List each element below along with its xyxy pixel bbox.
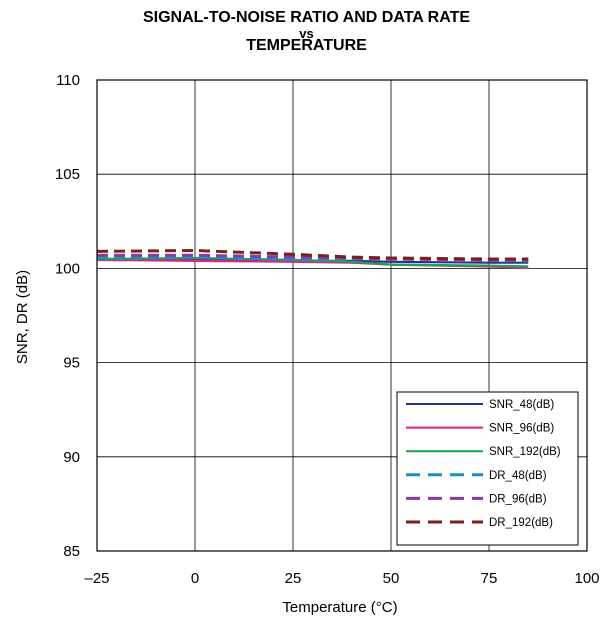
legend-label: SNR_48(dB) — [489, 399, 554, 411]
x-tick-label: 0 — [191, 570, 199, 587]
legend-label: DR_192(dB) — [489, 517, 553, 529]
chart-title-line-2: vs — [299, 26, 314, 41]
x-tick-label: 25 — [285, 570, 302, 587]
legend-label: DR_96(dB) — [489, 493, 547, 505]
series-line — [96, 256, 529, 268]
legend-box — [396, 391, 579, 546]
plot-area-frame — [96, 79, 588, 552]
y-axis-label: SNR, DR (dB) — [14, 270, 31, 364]
y-tick-label: 110 — [56, 72, 80, 89]
y-tick-labels: 85 90 95 100 105 110 — [55, 72, 80, 560]
x-tick-label: –25 — [84, 570, 109, 587]
chart-title-line-1: SIGNAL-TO-NOISE RATIO AND DATA RATE — [142, 9, 471, 26]
series-line — [96, 249, 529, 261]
x-tick-labels: –25 0 25 50 75 100 — [84, 570, 599, 587]
legend: SNR_48(dB) SNR_96(dB) SNR_192(dB) DR_48(dB)… — [396, 391, 579, 546]
x-tick-label: 75 — [481, 570, 498, 587]
x-tick-label: 100 — [574, 570, 599, 587]
x-axis-label: Temperature (°C) — [282, 599, 397, 616]
x-tick-label: 50 — [383, 570, 400, 587]
y-tick-label: 85 — [63, 543, 80, 560]
legend-label: SNR_96(dB) — [489, 423, 554, 435]
y-tick-label: 90 — [63, 449, 80, 466]
chart-title-line-3: TEMPERATURE — [246, 37, 367, 54]
y-tick-label: 105 — [55, 166, 80, 183]
y-tick-label: 95 — [63, 355, 80, 372]
y-tick-label: 100 — [55, 260, 80, 277]
series-lines — [96, 249, 529, 269]
legend-label: SNR_192(dB) — [489, 446, 561, 458]
legend-label: DR_48(dB) — [489, 470, 547, 482]
